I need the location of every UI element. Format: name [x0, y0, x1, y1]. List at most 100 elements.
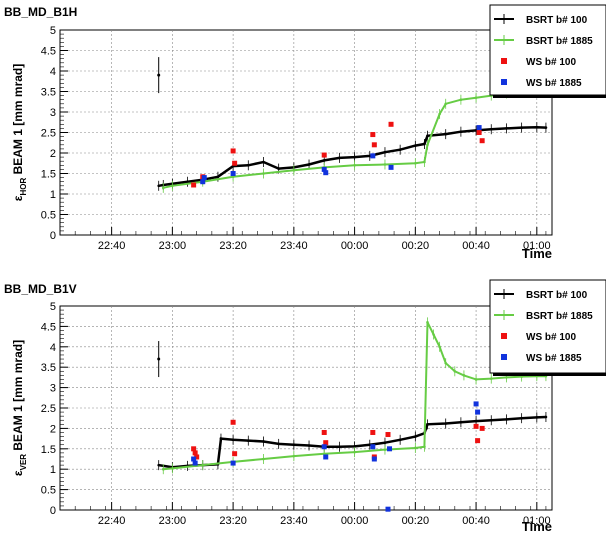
y-axis-label-symbol: ε: [11, 470, 25, 476]
data-point: [426, 321, 429, 324]
data-point: [385, 432, 391, 438]
data-point: [438, 112, 441, 116]
data-point: [473, 423, 479, 429]
x-tick-label: 00:40: [462, 240, 490, 252]
data-point: [444, 361, 448, 365]
data-point: [323, 170, 329, 176]
y-tick-label: 4: [50, 66, 56, 78]
y-axis-label-symbol: ε: [11, 195, 25, 201]
data-point: [231, 175, 235, 179]
data-point: [322, 159, 326, 162]
data-point: [321, 444, 327, 450]
data-point: [520, 126, 523, 129]
data-point: [475, 409, 481, 415]
data-point: [444, 132, 448, 136]
data-point: [432, 333, 435, 336]
series-4: [200, 125, 482, 185]
y-axis-label-subscript: VER: [19, 454, 28, 471]
data-point: [459, 98, 463, 101]
y-tick-label: 1: [50, 189, 56, 201]
data-point: [231, 438, 235, 442]
data-point: [307, 163, 311, 166]
data-point: [230, 460, 236, 466]
legend-label: BSRT b# 1885: [526, 36, 593, 47]
data-point: [353, 445, 356, 448]
data-point: [370, 132, 376, 138]
data-point: [171, 467, 174, 470]
chart-title: BB_MD_B1H: [4, 5, 77, 19]
x-tick-label: 23:00: [159, 515, 187, 527]
data-point: [157, 184, 161, 188]
x-tick-label: 23:00: [159, 240, 187, 252]
data-point: [216, 175, 220, 179]
chart-panel-1: BB_MD_B1H 0 0.5 1 1.5 2 2.5 3 3.5 4 4.5 5 22:40 23:00…: [4, 4, 606, 261]
data-point: [157, 463, 161, 467]
legend-label: WS b# 1885: [526, 353, 582, 364]
series-3: [191, 121, 485, 188]
legend-marker: [501, 333, 507, 339]
data-point: [505, 376, 508, 379]
data-point: [262, 457, 265, 461]
data-point: [398, 148, 402, 152]
x-tick-label: 01:00: [523, 240, 551, 252]
data-point: [462, 374, 466, 377]
data-point: [414, 144, 417, 147]
x-tick-label: 00:40: [462, 515, 490, 527]
legend: BSRT b# 100 BSRT b# 1885 WS b# 100 WS b# 18…: [489, 279, 606, 376]
data-point: [371, 456, 377, 462]
data-point: [423, 160, 426, 164]
legend-marker: [501, 79, 507, 85]
y-tick-label: 1.5: [41, 444, 56, 456]
legend-label: BSRT b# 100: [526, 290, 588, 301]
data-point: [161, 186, 165, 190]
data-point: [321, 166, 327, 172]
data-point: [474, 96, 478, 99]
data-point: [323, 440, 329, 446]
data-point: [262, 160, 265, 164]
x-tick-label: 23:20: [219, 240, 247, 252]
data-point: [191, 182, 197, 188]
data-point: [520, 416, 523, 420]
data-point: [371, 142, 377, 148]
data-point: [353, 155, 356, 159]
x-tick-label: 22:40: [98, 515, 126, 527]
x-tick-label: 00:00: [341, 240, 369, 252]
data-point: [353, 450, 356, 454]
y-tick-label: 4.5: [41, 321, 56, 333]
data-point: [370, 444, 376, 450]
data-point: [322, 452, 326, 455]
legend-label: WS b# 1885: [526, 78, 582, 89]
data-point: [453, 369, 457, 373]
x-tick-label: 00:20: [402, 240, 430, 252]
data-point: [444, 102, 448, 106]
data-point: [535, 125, 539, 129]
chart-panel-2: BB_MD_B1V 0 0.5 1 1.5 2 2.5 3 3.5 4 4.5 5 22:40 23:00…: [4, 279, 606, 534]
data-point: [353, 164, 356, 167]
data-point: [423, 142, 426, 146]
data-point: [338, 156, 341, 160]
data-point: [383, 163, 387, 166]
data-point: [232, 160, 238, 166]
data-point: [192, 450, 198, 456]
data-point: [505, 418, 508, 421]
data-point: [201, 175, 207, 181]
data-point: [194, 454, 200, 460]
x-tick-label: 00:00: [341, 515, 369, 527]
data-point: [505, 127, 508, 130]
series-4: [191, 401, 481, 512]
data-point: [191, 446, 197, 452]
data-point: [385, 506, 391, 512]
data-point: [246, 164, 250, 167]
y-axis-label: εHOR BEAM 1 [mm mrad]: [11, 64, 28, 202]
data-point: [157, 73, 161, 77]
chart-title: BB_MD_B1V: [4, 282, 77, 296]
data-point: [398, 438, 402, 442]
legend-label: BSRT b# 1885: [526, 311, 593, 322]
data-point: [489, 418, 493, 422]
data-point: [474, 378, 478, 381]
data-point: [262, 440, 265, 443]
data-point: [370, 429, 376, 435]
data-point: [544, 415, 548, 419]
